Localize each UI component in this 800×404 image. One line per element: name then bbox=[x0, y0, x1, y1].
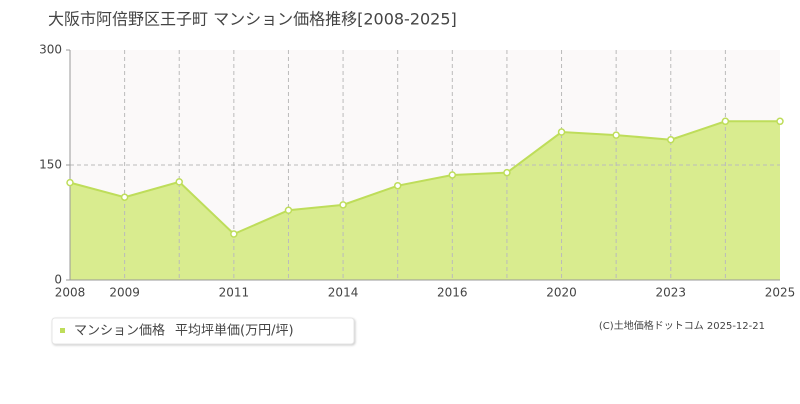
x-tick-label: 2025 bbox=[765, 286, 796, 300]
point bbox=[66, 178, 74, 187]
line bbox=[69, 120, 780, 236]
point bbox=[612, 131, 620, 139]
x-tick-label: 2020 bbox=[546, 286, 577, 300]
point bbox=[175, 178, 183, 186]
y-axis-label: 平均坪単価(万円/坪) bbox=[175, 323, 294, 339]
point bbox=[339, 201, 347, 209]
point bbox=[721, 117, 730, 126]
x-tick-label: 2023 bbox=[655, 286, 686, 300]
point bbox=[393, 181, 402, 190]
x-tick-label: 2016 bbox=[437, 286, 468, 300]
point bbox=[448, 171, 457, 179]
point bbox=[667, 135, 675, 144]
legend-label: マンション価格 bbox=[74, 323, 165, 339]
area bbox=[70, 121, 780, 280]
legend-box bbox=[51, 317, 355, 345]
point bbox=[503, 168, 511, 177]
point bbox=[230, 230, 238, 238]
legend-swatch bbox=[60, 328, 65, 333]
point bbox=[557, 128, 566, 136]
point bbox=[120, 193, 129, 201]
y-tick-label: 300 bbox=[39, 43, 62, 57]
source: (C)土地価格ドットコム 2025-12-21 bbox=[599, 319, 765, 332]
x-tick-label: 2009 bbox=[109, 286, 140, 300]
x-tick-label: 2014 bbox=[328, 286, 359, 300]
x-tick-label: 2011 bbox=[219, 286, 250, 300]
chart-title: 大阪市阿倍野区王子町 マンション価格推移[2008-2025] bbox=[48, 10, 457, 29]
x-tick-label: 2008 bbox=[55, 286, 86, 300]
point bbox=[284, 206, 293, 214]
y-tick-label: 0 bbox=[54, 273, 62, 287]
y-tick-label: 150 bbox=[39, 158, 62, 172]
point bbox=[776, 117, 784, 126]
